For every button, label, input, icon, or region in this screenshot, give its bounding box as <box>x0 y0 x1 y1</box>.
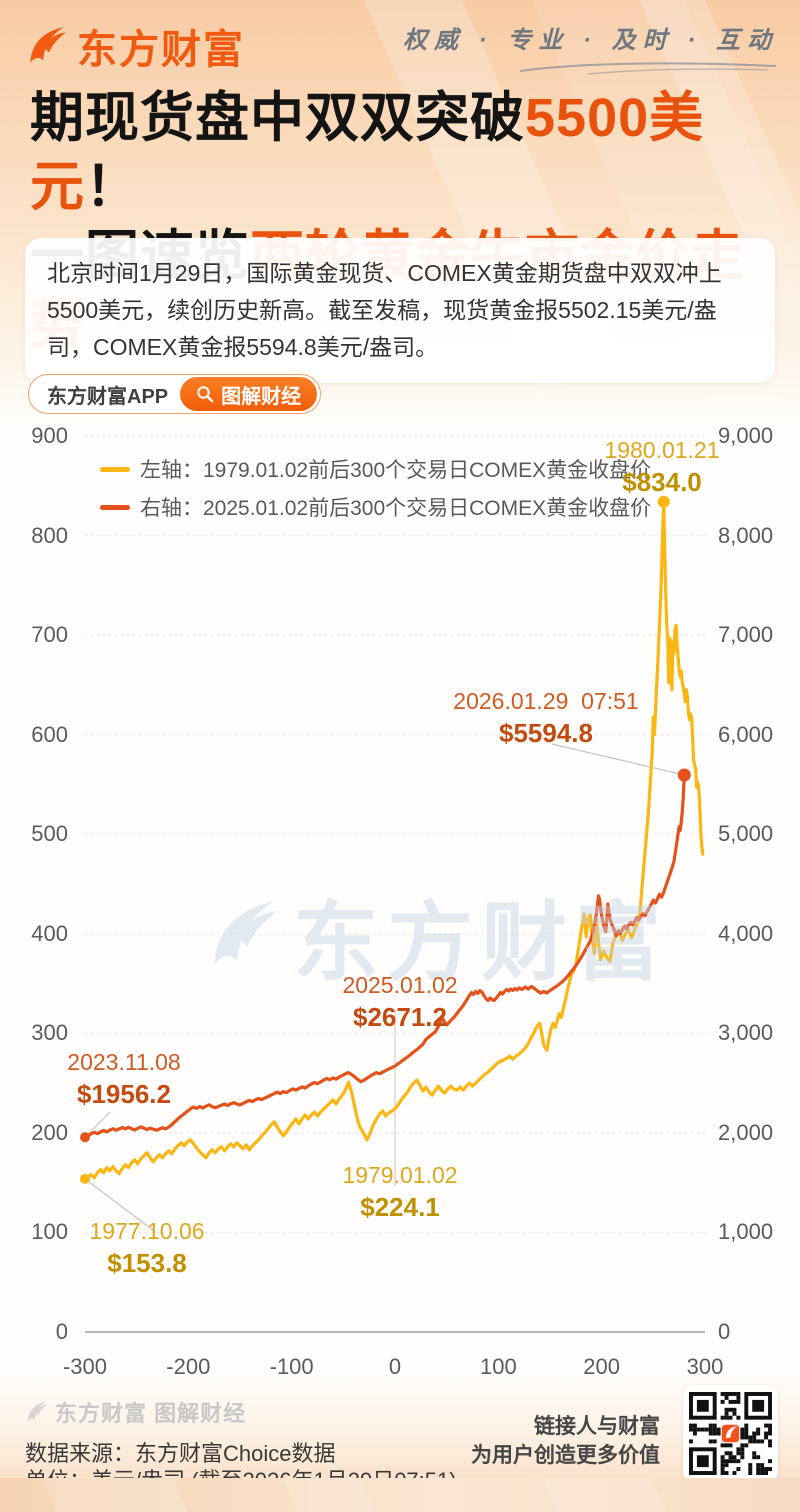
left-axis-tick: 900 <box>31 423 68 448</box>
legend-item-1: 右轴：2025.01.02前后300个交易日COMEX黄金收盘价 <box>100 488 651 526</box>
legend-label: 左轴：1979.01.02前后300个交易日COMEX黄金收盘价 <box>140 459 652 482</box>
eastmoney-logo-icon <box>25 24 69 68</box>
right-axis-tick: 5,000 <box>718 821 774 847</box>
tagline-block: 权威 · 专业 · 及时 · 互动 <box>403 20 778 75</box>
right-axis-tick: 2,000 <box>718 1119 774 1145</box>
left-axis-tick: 400 <box>31 920 68 946</box>
left-axis-tick: 800 <box>31 522 68 548</box>
title-highlight-price: 5500美元 <box>30 88 705 218</box>
slogan-line-1: 链接人与财富 <box>534 1415 660 1438</box>
left-axis-tick: 100 <box>31 1219 68 1245</box>
left-axis-tick: 700 <box>31 622 68 648</box>
right-axis-tick: 6,000 <box>718 721 774 747</box>
title-line-1: 期现货盘中双双突破5500美元！ <box>30 88 705 218</box>
right-axis-tick: 9,000 <box>718 423 774 448</box>
left-axis-tick: 0 <box>55 1319 68 1344</box>
left-axis-tick: 200 <box>31 1119 68 1145</box>
brand-slogan: 链接人与财富 为用户创造更多价值 <box>471 1412 660 1470</box>
x-axis-tick: 100 <box>479 1354 517 1379</box>
qr-code <box>683 1385 778 1482</box>
x-axis-tick: -200 <box>166 1354 211 1379</box>
footer-logo-icon <box>25 1400 49 1424</box>
summary-text: 北京时间1月29日，国际黄金现货、COMEX黄金期货盘中双双冲上5500美元，续… <box>47 260 722 360</box>
slogan-line-2: 为用户创造更多价值 <box>471 1444 660 1467</box>
legend-label: 右轴：2025.01.02前后300个交易日COMEX黄金收盘价 <box>140 497 652 520</box>
right-axis-tick: 1,000 <box>718 1219 774 1245</box>
app-button-label: 东方财富APP <box>47 385 169 408</box>
right-axis-tick: 8,000 <box>718 522 774 548</box>
header: 东方财富 权威 · 专业 · 及时 · 互动 <box>0 0 800 80</box>
chart-column-label: 图解财经 <box>221 385 302 408</box>
x-axis-tick: 0 <box>388 1354 402 1379</box>
legend-line-swatch <box>100 466 130 472</box>
tagline-text: 权威 · 专业 · 及时 · 互动 <box>403 27 778 54</box>
legend-line-swatch <box>100 504 130 510</box>
bottom-decoration <box>0 1478 800 1512</box>
x-axis-tick: -300 <box>62 1354 108 1379</box>
brand-logo: 东方财富 <box>25 17 245 75</box>
data-source-line: 数据来源：东方财富Choice数据 <box>25 1441 336 1466</box>
gold-price-chart <box>80 435 705 1333</box>
right-axis-tick: 3,000 <box>718 1020 774 1046</box>
qr-code-image <box>689 1392 772 1475</box>
chart-column-button[interactable]: 图解财经 <box>180 377 318 411</box>
footer-watermark: 东方财富 图解财经 <box>25 1396 246 1428</box>
app-button[interactable]: 东方财富APP 图解财经 <box>28 374 322 414</box>
x-axis-tick: 300 <box>686 1354 724 1379</box>
brand-name: 东方财富 <box>77 28 245 72</box>
x-axis-tick: -100 <box>269 1354 314 1379</box>
left-axis-tick: 300 <box>31 1020 68 1046</box>
left-axis-tick: 600 <box>31 721 68 747</box>
x-axis-tick: 200 <box>583 1354 621 1379</box>
legend-item-0: 左轴：1979.01.02前后300个交易日COMEX黄金收盘价 <box>100 450 651 488</box>
tagline-swoosh-icon <box>519 62 777 75</box>
summary-card: 北京时间1月29日，国际黄金现货、COMEX黄金期货盘中双双冲上5500美元，续… <box>25 238 775 383</box>
pill-button-row: 东方财富APP 图解财经 <box>28 374 322 414</box>
chart-legend: 左轴：1979.01.02前后300个交易日COMEX黄金收盘价 右轴：2025… <box>100 450 651 526</box>
right-axis-tick: 7,000 <box>718 622 774 648</box>
right-axis-tick: 0 <box>718 1319 731 1344</box>
search-icon <box>197 386 214 403</box>
left-axis-tick: 500 <box>31 821 68 847</box>
right-axis-tick: 4,000 <box>718 920 774 946</box>
